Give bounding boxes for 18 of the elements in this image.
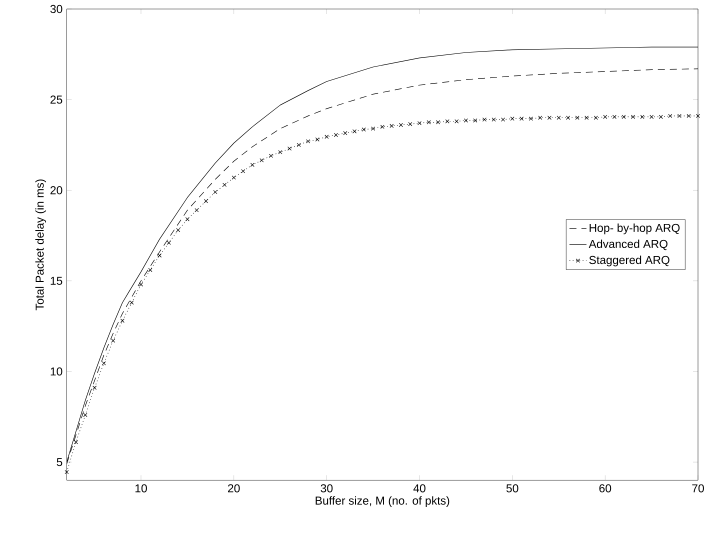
y-tick-label: 10 <box>50 367 62 376</box>
x-tick-label: 20 <box>228 484 240 492</box>
x-axis-title: Buffer size, M (no. of pkts) <box>316 496 450 507</box>
y-tick-label: 15 <box>50 276 62 285</box>
x-tick-label: 30 <box>320 484 333 492</box>
x-tick-label: 50 <box>506 484 518 492</box>
x-tick-label: 60 <box>599 484 612 492</box>
y-tick-label: 5 <box>56 458 62 466</box>
x-tick-label: 70 <box>692 484 704 492</box>
legend-label: Hop- by-hop ARQ <box>590 223 680 234</box>
y-tick-label: 25 <box>50 95 62 104</box>
legend-label: Advanced ARQ <box>588 239 668 250</box>
x-tick-label: 10 <box>135 484 147 492</box>
y-axis-title: Total Packet delay (in ms) <box>35 179 46 310</box>
legend-label: Staggered ARQ <box>589 256 670 266</box>
y-tick-label: 30 <box>50 4 62 13</box>
y-tick-label: 20 <box>50 186 62 194</box>
x-tick-label: 40 <box>413 484 426 492</box>
